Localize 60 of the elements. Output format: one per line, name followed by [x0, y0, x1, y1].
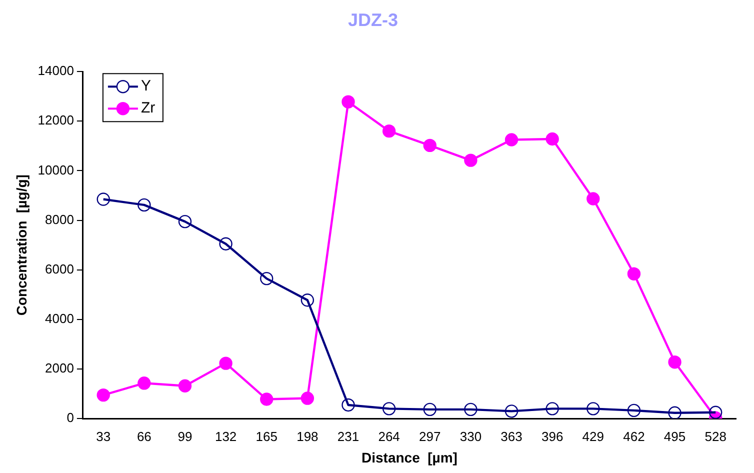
point — [178, 379, 192, 392]
point — [668, 355, 682, 369]
point — [219, 356, 232, 370]
x-tick-label: 231 — [337, 428, 360, 444]
x-axis-title: Distance [µm] — [361, 449, 458, 466]
point — [627, 267, 641, 280]
point — [300, 392, 314, 405]
point — [668, 406, 682, 419]
point — [300, 294, 314, 307]
point — [423, 402, 436, 416]
y-tick-label: 6000 — [45, 261, 74, 276]
x-tick-label: 462 — [623, 428, 645, 444]
y-tick-label: 14000 — [38, 63, 74, 78]
y-tick-label: 4000 — [45, 311, 74, 326]
point — [627, 404, 641, 418]
x-tick-label: 363 — [500, 428, 522, 444]
y-tick-label: 8000 — [45, 212, 74, 227]
point — [586, 402, 600, 416]
legend-label: Y — [140, 78, 151, 95]
point — [504, 404, 518, 418]
point — [586, 192, 600, 206]
y-axis-title: Concentration [µg/g] — [13, 174, 30, 316]
x-tick-label: 429 — [582, 428, 604, 444]
point — [382, 124, 396, 138]
point — [178, 214, 192, 228]
x-tick-label: 264 — [378, 428, 400, 444]
point — [342, 398, 355, 412]
point — [260, 392, 274, 406]
y-tick-label: 2000 — [45, 360, 74, 376]
point — [464, 154, 478, 167]
point — [546, 132, 559, 146]
point — [96, 192, 110, 206]
point — [219, 237, 232, 250]
point — [138, 376, 151, 390]
x-tick-label: 132 — [214, 428, 237, 444]
x-tick-label: 495 — [664, 428, 686, 444]
x-tick-label: 330 — [460, 428, 482, 444]
point — [342, 95, 355, 108]
point — [260, 272, 274, 286]
y-tick-label: 12000 — [38, 112, 74, 128]
point — [382, 402, 396, 416]
point — [546, 402, 559, 416]
point — [504, 133, 518, 146]
point — [423, 138, 436, 152]
x-tick-label: 528 — [704, 428, 726, 444]
legend-label: Zr — [140, 100, 156, 117]
y-tick-label: 10000 — [38, 162, 74, 178]
point — [708, 406, 722, 419]
x-tick-label: 165 — [256, 428, 278, 444]
x-tick-label: 297 — [419, 428, 441, 444]
y-tick-label: 0 — [66, 410, 74, 426]
x-tick-label: 198 — [296, 428, 318, 444]
x-tick-label: 396 — [541, 428, 564, 444]
x-tick-label: 33 — [96, 428, 111, 444]
x-tick-label: 66 — [136, 428, 152, 444]
point — [464, 402, 478, 416]
chart-title: JDZ-3 — [348, 10, 398, 30]
point — [96, 388, 110, 402]
point — [138, 198, 151, 212]
x-tick-label: 99 — [178, 428, 192, 444]
